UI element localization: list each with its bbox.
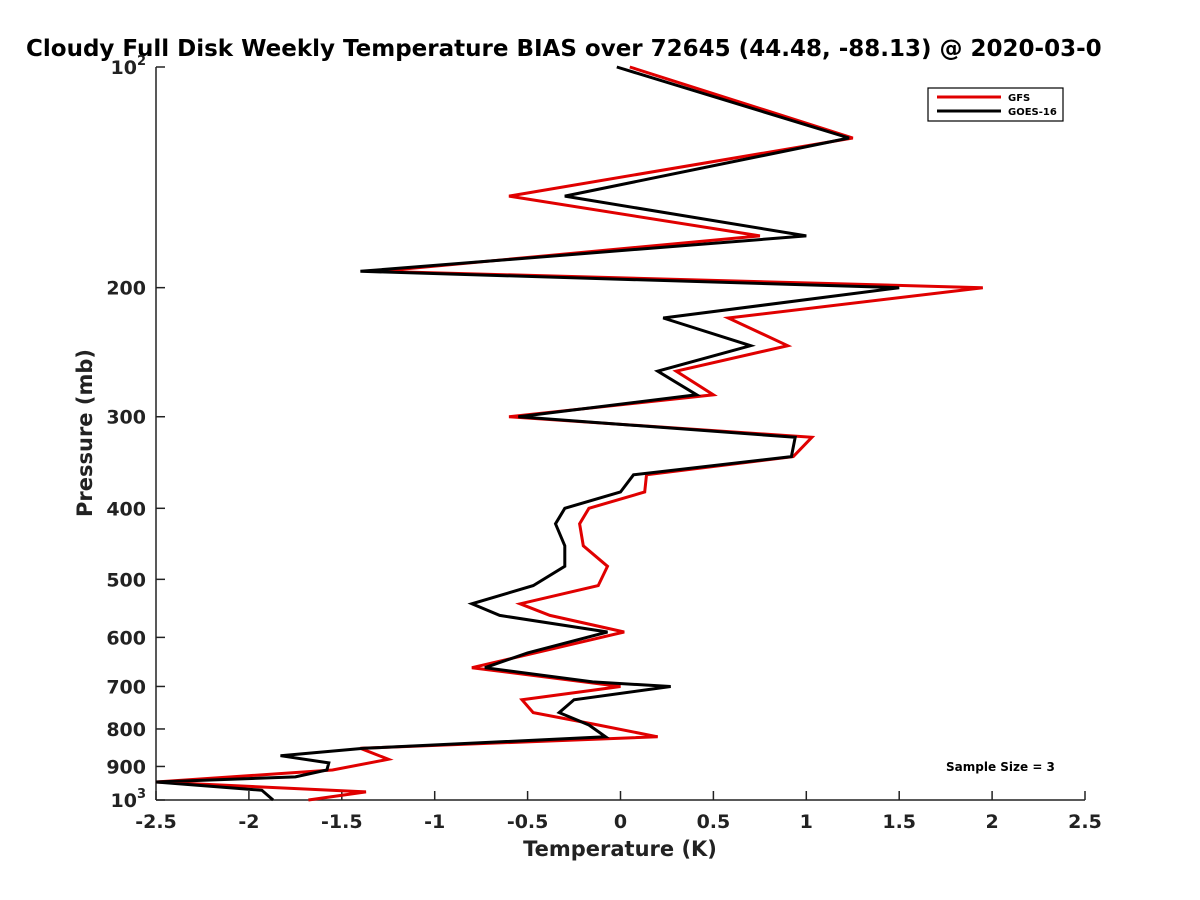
x-tick-label: -1.5	[321, 811, 363, 833]
x-tick-label: -2	[238, 811, 259, 833]
x-axis-label: Temperature (K)	[523, 837, 717, 861]
legend: GFS GOES-16	[927, 87, 1064, 122]
x-tick-label: 1.5	[882, 811, 916, 833]
x-tick-label: -0.5	[507, 811, 549, 833]
y-tick-label: 102	[111, 54, 147, 79]
x-tick-label: 0	[614, 811, 627, 833]
x-tick-label: -2.5	[135, 811, 177, 833]
y-tick-label: 300	[106, 407, 146, 429]
y-tick-label: 200	[106, 278, 146, 300]
sample-size-annotation: Sample Size = 3	[946, 760, 1055, 774]
legend-box	[927, 87, 1064, 122]
x-tick-label: 2	[985, 811, 998, 833]
series-line-goes-16	[155, 65, 900, 802]
y-tick-label: 700	[106, 676, 146, 698]
legend-label-gfs: GFS	[1008, 93, 1030, 104]
axis-ticks: -2.5 -2 -1.5 -1 -0.5 0 0.5 1 1.5 2 2.5 102 200 300 400…	[106, 54, 1102, 833]
x-tick-label: 2.5	[1068, 811, 1102, 833]
chart-title: Cloudy Full Disk Weekly Temperature BIAS…	[26, 36, 1102, 62]
y-tick-label: 800	[106, 719, 146, 741]
y-tick-label: 400	[106, 498, 146, 520]
legend-label-goes-16: GOES-16	[1008, 107, 1057, 118]
x-tick-label: 1	[800, 811, 813, 833]
y-tick-label: 103	[111, 787, 147, 812]
x-tick-label: 0.5	[697, 811, 731, 833]
y-tick-label: 900	[106, 756, 146, 778]
series-layer	[155, 65, 983, 802]
y-tick-label: 600	[106, 627, 146, 649]
y-axis-label: Pressure (mb)	[73, 349, 97, 517]
y-tick-label: 500	[106, 569, 146, 591]
x-tick-label: -1	[424, 811, 445, 833]
series-line-gfs	[155, 65, 983, 802]
